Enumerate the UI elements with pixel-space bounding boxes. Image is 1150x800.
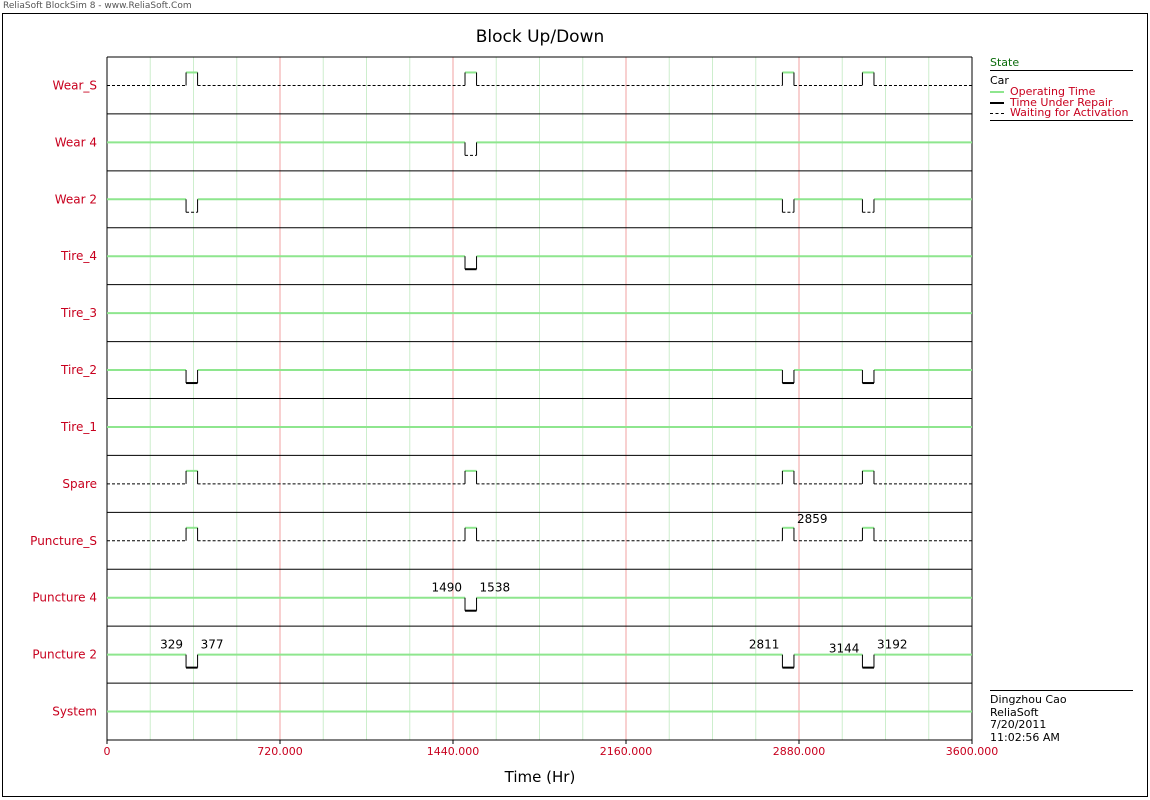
operating-swatch-icon xyxy=(990,91,1004,94)
legend-item-label: Waiting for Activation xyxy=(1010,106,1129,120)
legend-divider xyxy=(990,119,1133,121)
data-label: 3192 xyxy=(877,638,908,652)
report-date: 7/20/2011 xyxy=(990,718,1047,731)
data-label: 3144 xyxy=(829,642,860,656)
x-axis-label: Time (Hr) xyxy=(504,768,576,786)
report-info: Dingzhou Cao ReliaSoft 7/20/2011 11:02:5… xyxy=(990,690,1133,744)
legend-item-waiting: Waiting for Activation xyxy=(990,106,1133,120)
row-label: Tire_2 xyxy=(60,363,97,377)
company-name: ReliaSoft xyxy=(990,705,1039,719)
row-label: Tire_4 xyxy=(60,249,97,263)
legend-item-repair: Time Under Repair xyxy=(990,95,1133,109)
x-tick-label: 720.000 xyxy=(257,745,303,758)
row-label: Tire_1 xyxy=(60,420,97,434)
author-name: Dingzhou Cao xyxy=(990,693,1067,706)
chart-title: Block Up/Down xyxy=(475,27,605,47)
row-label: Puncture 2 xyxy=(32,648,97,662)
data-label: 1538 xyxy=(480,581,511,595)
row-label: Spare xyxy=(62,477,97,491)
legend-title: State xyxy=(990,56,1133,71)
legend: State Car Operating Time Time Under Repa… xyxy=(990,56,1133,121)
row-label: Wear 2 xyxy=(55,192,97,206)
row-label: Tire_3 xyxy=(60,306,97,320)
legend-subtitle: Car xyxy=(990,74,1009,87)
chart-frame xyxy=(2,13,1148,797)
data-label: 2859 xyxy=(797,512,828,526)
data-label: 2811 xyxy=(749,638,780,652)
row-label: Puncture_S xyxy=(30,534,97,548)
waiting-swatch-icon xyxy=(990,112,1004,114)
app-watermark: ReliaSoft BlockSim 8 - www.ReliaSoft.Com xyxy=(3,1,192,11)
repair-swatch-icon xyxy=(990,101,1004,104)
data-label: 329 xyxy=(160,638,183,652)
x-tick-label: 2880.000 xyxy=(773,745,826,758)
data-label: 377 xyxy=(201,638,224,652)
legend-item-label: Operating Time xyxy=(1010,85,1096,99)
data-label: 1490 xyxy=(431,581,462,595)
x-tick-label: 0 xyxy=(104,745,111,758)
report-time: 11:02:56 AM xyxy=(990,730,1060,744)
row-label: Wear 4 xyxy=(55,135,97,149)
row-label: Wear_S xyxy=(53,78,97,92)
x-tick-label: 3600.000 xyxy=(946,745,999,758)
legend-item-label: Time Under Repair xyxy=(1010,95,1113,109)
row-label: Puncture 4 xyxy=(32,591,97,605)
x-tick-label: 2160.000 xyxy=(600,745,653,758)
x-tick-label: 1440.000 xyxy=(427,745,480,758)
row-label: System xyxy=(52,705,97,719)
legend-item-operating: Operating Time xyxy=(990,85,1133,99)
